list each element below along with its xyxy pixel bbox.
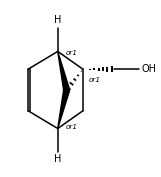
Polygon shape — [58, 52, 70, 91]
Text: or1: or1 — [66, 124, 78, 130]
Text: OH: OH — [142, 64, 156, 74]
Text: or1: or1 — [66, 50, 78, 56]
Text: H: H — [54, 15, 62, 25]
Polygon shape — [58, 89, 70, 129]
Text: or1: or1 — [89, 77, 101, 83]
Text: H: H — [54, 155, 62, 164]
